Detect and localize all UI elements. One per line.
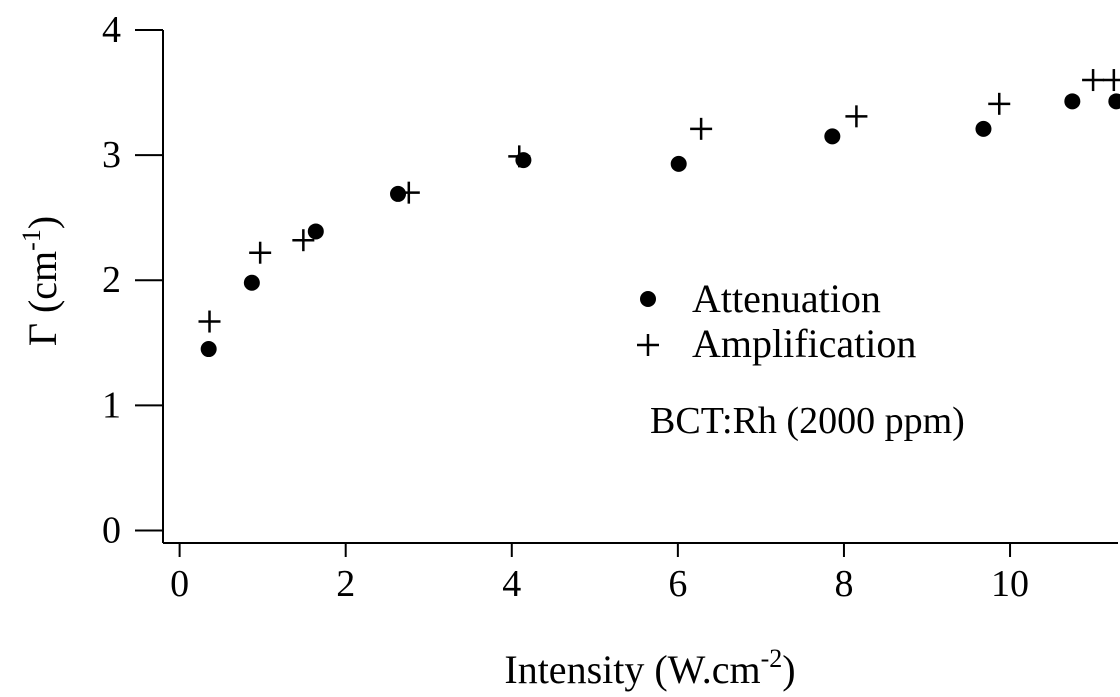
point-attenuation [670,155,687,172]
point-attenuation [390,185,407,202]
point-amplification [508,145,531,168]
y-axis-title-superscript: -1 [17,229,46,251]
legend: Attenuation Amplification [637,276,916,366]
point-amplification [1102,69,1120,92]
sample-annotation: BCT:Rh (2000 ppm) [650,400,965,442]
y-axis-title-end: ) [20,216,65,229]
legend-label-amplification: Amplification [692,321,916,366]
point-amplification [988,92,1011,115]
y-tick-label: 0 [102,509,121,551]
x-tick-label: 4 [502,563,521,605]
point-amplification [690,117,713,140]
x-axis-title: Intensity (W.cm-2) [504,644,795,692]
legend-label-attenuation: Attenuation [692,276,881,321]
x-axis-title-main: Intensity (W.cm [504,647,760,692]
point-amplification [292,229,315,252]
point-attenuation [824,128,841,145]
point-attenuation [975,120,992,137]
point-amplification [397,181,420,204]
point-attenuation [243,274,260,291]
y-axis-title: Γ (cm-1) [17,216,65,346]
point-attenuation [515,152,532,169]
point-attenuation [1064,93,1081,110]
x-axis-title-end: ) [782,647,795,692]
x-axis-title-superscript: -2 [761,644,783,673]
x-tick-label: 0 [170,563,189,605]
x-tick-label: 2 [336,563,355,605]
data-points [198,69,1120,358]
x-tick-label: 10 [991,563,1029,605]
y-tick-label: 3 [102,134,121,176]
y-tick-label: 2 [102,259,121,301]
y-axis-title-main: Γ (cm [20,251,65,346]
y-tick-label: 1 [102,384,121,426]
point-attenuation [307,223,324,240]
legend-marker-attenuation [640,291,656,307]
x-tick-label: 8 [834,563,853,605]
point-attenuation [200,341,217,358]
point-amplification [249,241,272,264]
y-ticks: 0 1 2 3 4 [102,9,163,551]
point-amplification [845,105,868,128]
axes: 0 2 4 6 8 10 0 1 2 3 4 [102,9,1118,605]
y-tick-label: 4 [102,9,121,51]
x-tick-label: 6 [668,563,687,605]
point-amplification [198,310,221,333]
point-attenuation [1108,93,1120,110]
x-ticks: 0 2 4 6 8 10 [170,543,1029,605]
point-amplification [1082,69,1105,92]
legend-marker-amplification [637,334,659,356]
